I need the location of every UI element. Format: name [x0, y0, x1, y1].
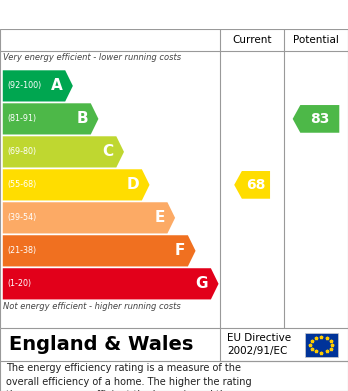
Text: (39-54): (39-54)	[7, 213, 36, 222]
Polygon shape	[3, 136, 124, 167]
Polygon shape	[3, 202, 175, 233]
Text: Very energy efficient - lower running costs: Very energy efficient - lower running co…	[3, 53, 182, 62]
Bar	[305, 333, 338, 357]
Text: G: G	[196, 276, 208, 291]
Text: (81-91): (81-91)	[7, 115, 36, 124]
Text: Energy Efficiency Rating: Energy Efficiency Rating	[9, 5, 249, 24]
Text: 83: 83	[310, 112, 330, 126]
Polygon shape	[293, 105, 339, 133]
Text: The energy efficiency rating is a measure of the
overall efficiency of a home. T: The energy efficiency rating is a measur…	[6, 364, 252, 391]
Text: (21-38): (21-38)	[7, 246, 36, 255]
Text: (92-100): (92-100)	[7, 81, 41, 90]
Text: EU Directive
2002/91/EC: EU Directive 2002/91/EC	[227, 333, 291, 356]
Text: (69-80): (69-80)	[7, 147, 36, 156]
Polygon shape	[3, 169, 150, 201]
Polygon shape	[234, 171, 270, 199]
Text: C: C	[102, 144, 113, 160]
Text: F: F	[175, 243, 185, 258]
Text: (1-20): (1-20)	[7, 279, 31, 288]
Text: B: B	[76, 111, 88, 126]
Text: England & Wales: England & Wales	[9, 335, 193, 354]
Polygon shape	[3, 70, 73, 102]
Text: E: E	[154, 210, 165, 225]
Polygon shape	[3, 103, 98, 135]
Text: Potential: Potential	[293, 35, 339, 45]
Polygon shape	[3, 235, 196, 266]
Text: (55-68): (55-68)	[7, 180, 36, 189]
Text: Not energy efficient - higher running costs: Not energy efficient - higher running co…	[3, 302, 181, 311]
Text: 68: 68	[246, 178, 266, 192]
Text: D: D	[126, 178, 139, 192]
Text: Current: Current	[232, 35, 272, 45]
Text: A: A	[51, 79, 62, 93]
Polygon shape	[3, 268, 219, 300]
